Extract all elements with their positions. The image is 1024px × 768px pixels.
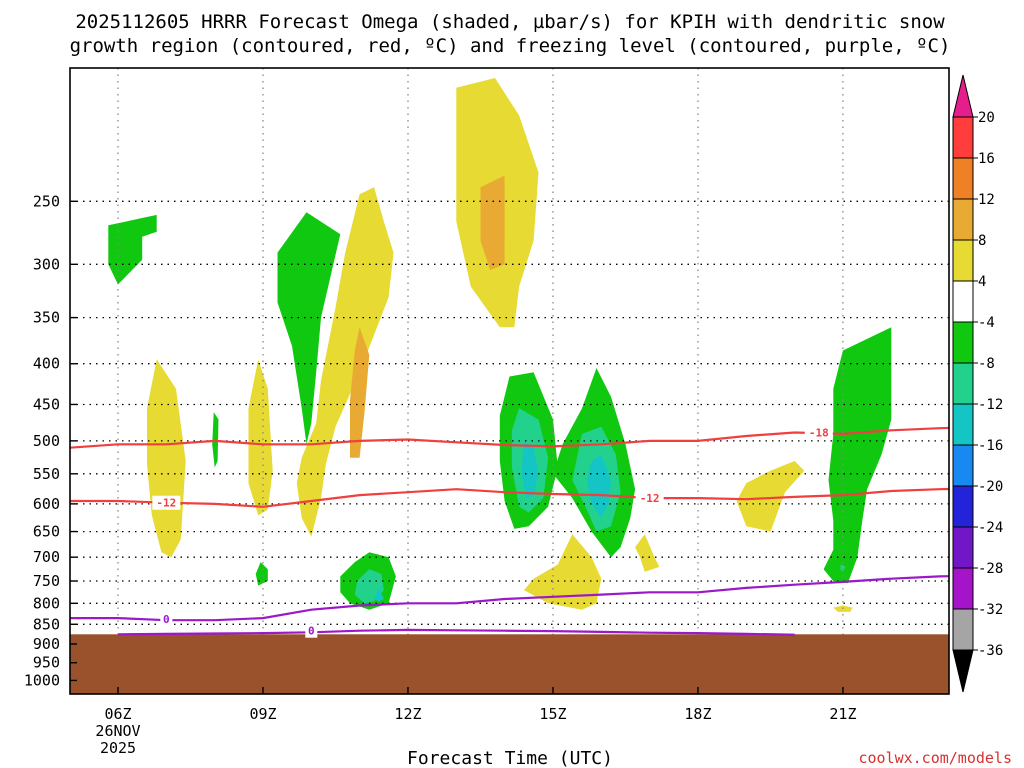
contour-label-bg (152, 495, 181, 510)
colorbar-swatch (952, 239, 974, 282)
source-credit: coolwx.com/models (858, 749, 1012, 767)
colorbar-label: -36 (978, 643, 1003, 659)
colorbar-swatch (952, 362, 974, 405)
plot-frame (69, 67, 950, 695)
colorbar-swatch (952, 280, 974, 323)
contour-lines: -18 -12 -12 0 0 (70, 425, 949, 638)
omega-region-7 (277, 212, 341, 445)
colorbar-label: 20 (978, 110, 995, 126)
colorbar-top-arrow (952, 74, 974, 118)
colorbar-swatch (952, 198, 974, 241)
plot-area: -18 -12 -12 0 0 (69, 67, 950, 695)
colorbar-swatch (952, 526, 974, 569)
omega-region-2 (296, 187, 394, 537)
y-tick-label: 750 (33, 572, 60, 590)
x-tick-label: 21Z (829, 705, 856, 723)
contour-label-bg (804, 425, 833, 440)
colorbar-label: -12 (978, 397, 1003, 413)
y-tick-label: 600 (33, 495, 60, 513)
ground-terrain (70, 634, 949, 694)
x-axis-label: Forecast Time (UTC) (407, 748, 613, 768)
y-tick-label: 400 (33, 355, 60, 373)
y-tick-label: 500 (33, 432, 60, 450)
omega-region-8 (212, 412, 219, 468)
x-tick-label: 06Z (104, 705, 131, 723)
y-tick-label: 800 (33, 594, 60, 612)
date-label-year: 2025 (100, 739, 136, 757)
omega-region-24 (840, 564, 846, 572)
omega-region-1 (480, 175, 505, 270)
colorbar-bottom-arrow (952, 649, 974, 693)
contour-label: 0 (163, 613, 170, 626)
colorbar-label: 8 (978, 233, 986, 249)
colorbar-label: 16 (978, 151, 995, 167)
omega-region-23 (823, 327, 892, 584)
colorbar-label: -32 (978, 602, 1003, 618)
contour-label: -18 (809, 426, 829, 439)
colorbar-swatch (952, 567, 974, 610)
contour-label-bg (160, 611, 173, 626)
y-tick-label: 650 (33, 523, 60, 541)
omega-region-3 (350, 327, 370, 458)
y-tick-label: 950 (33, 654, 60, 672)
contour-label-bg (305, 623, 318, 638)
omega-region-21 (736, 461, 805, 532)
colorbar-label: -24 (978, 520, 1003, 536)
colorbar-label: -16 (978, 438, 1003, 454)
contour-freezing_level_lower-3 (117, 628, 795, 636)
colorbar: 20 16 12 8 4 -4 -8 -12 -16 -20 -24 -28 -32 -36 (952, 74, 1003, 693)
contour-temperature-1 (70, 487, 949, 508)
x-tick-label: 18Z (684, 705, 711, 723)
x-tick-label: 09Z (249, 705, 276, 723)
y-tick-label: 300 (33, 255, 60, 273)
colorbar-swatch (952, 403, 974, 446)
omega-region-18 (374, 587, 384, 602)
colorbar-swatch (952, 608, 974, 651)
colorbar-label: 12 (978, 192, 995, 208)
y-tick-label: 700 (33, 548, 60, 566)
y-tick-label: 900 (33, 635, 60, 653)
colorbar-label: 4 (978, 274, 986, 290)
y-tick-label: 250 (33, 192, 60, 210)
omega-region-6 (108, 214, 157, 285)
colorbar-swatch (952, 157, 974, 200)
contour-freezing_level_upper-2 (70, 575, 949, 622)
colorbar-swatch (952, 485, 974, 528)
contour-temperature-0 (70, 426, 949, 449)
chart-title-line-1: 2025112605 HRRR Forecast Omega (shaded, … (75, 11, 945, 33)
chart-title-line-2: growth region (contoured, red, ºC) and f… (70, 35, 951, 57)
colorbar-swatch (952, 444, 974, 487)
colorbar-label: -20 (978, 479, 1003, 495)
y-axis: 250 300 350 400 450 500 550 600 650 700 750 800 850 9… (24, 192, 77, 689)
contour-label: -12 (156, 497, 176, 510)
y-tick-label: 550 (33, 465, 60, 483)
omega-region-15 (586, 454, 611, 518)
y-tick-label: 450 (33, 395, 60, 413)
contour-label: 0 (308, 625, 315, 638)
omega-region-9 (255, 562, 268, 586)
omega-region-20 (635, 534, 660, 572)
omega-region-12 (521, 440, 539, 499)
colorbar-label: -28 (978, 561, 1003, 577)
contour-label-bg (635, 491, 664, 506)
omega-region-5 (248, 359, 273, 516)
contour-label: -12 (640, 492, 660, 505)
y-tick-label: 850 (33, 615, 60, 633)
colorbar-swatch (952, 321, 974, 364)
colorbar-label: -8 (978, 356, 995, 372)
x-tick-label: 15Z (539, 705, 566, 723)
x-tick-label: 12Z (394, 705, 421, 723)
colorbar-swatch (952, 116, 974, 159)
y-tick-label: 350 (33, 309, 60, 327)
x-axis: 06Z 09Z 12Z 15Z 18Z 21Z (104, 687, 856, 723)
colorbar-label: -4 (978, 315, 995, 331)
date-label-month: 26NOV (95, 722, 140, 740)
grid-lines (70, 68, 949, 694)
y-tick-label: 1000 (24, 671, 60, 689)
omega-region-19 (524, 534, 602, 610)
